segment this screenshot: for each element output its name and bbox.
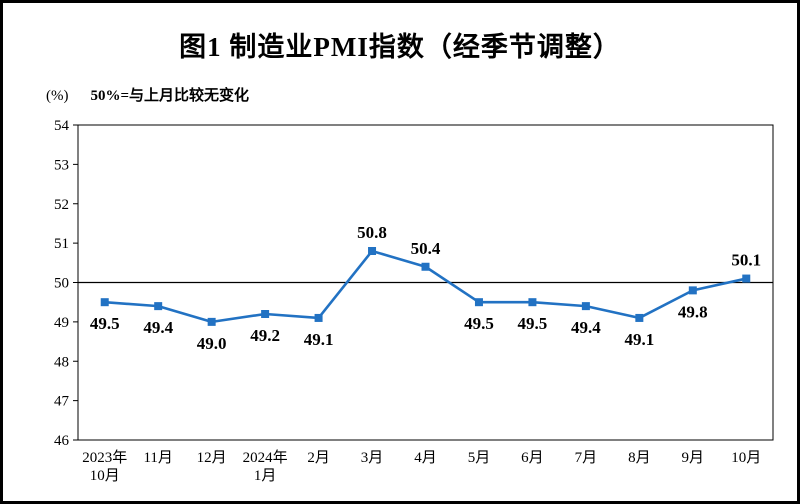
x-tick-label: 9月 <box>682 450 705 466</box>
y-axis-unit-label: (%) <box>46 88 69 104</box>
data-point-label: 49.4 <box>143 318 173 337</box>
data-point-marker <box>688 286 697 295</box>
chart-title: 图1 制造业PMI指数（经季节调整） <box>179 32 621 62</box>
x-tick-label: 2024年 1月 <box>243 449 288 484</box>
pmi-series-line <box>104 249 747 324</box>
data-point-marker <box>314 313 323 322</box>
y-tick-label: 52 <box>54 197 69 213</box>
pmi-line-chart: 46 47 48 49 50 51 52 53 54 2023年 10月 11月 12月 2024年 1月 2… <box>54 118 774 484</box>
x-tick-label: 2023年 10月 <box>82 449 127 484</box>
data-point-label: 49.8 <box>678 302 708 321</box>
x-tick-label: 7月 <box>575 450 598 466</box>
x-tick-label: 4月 <box>414 450 437 466</box>
data-point-marker <box>742 274 751 283</box>
x-tick-label: 5月 <box>468 450 491 466</box>
data-point-label: 49.1 <box>624 330 654 349</box>
y-tick-label: 51 <box>54 236 69 252</box>
data-point-label: 50.4 <box>411 239 441 258</box>
data-point-marker <box>100 298 109 307</box>
data-point-marker <box>261 310 270 318</box>
x-tick-label: 11月 <box>143 450 172 466</box>
data-point-marker <box>154 302 163 311</box>
chart-note: 50%=与上月比较无变化 <box>90 88 250 104</box>
data-point-marker <box>207 317 216 326</box>
data-point-marker <box>421 262 430 271</box>
data-point-marker <box>581 302 590 311</box>
data-point-marker <box>368 247 377 255</box>
y-tick-label: 50 <box>54 276 69 292</box>
data-point-marker <box>528 298 537 307</box>
data-point-label: 49.5 <box>90 314 120 333</box>
y-tick-label: 46 <box>54 433 70 449</box>
y-tick-label: 48 <box>54 354 69 370</box>
data-point-marker <box>474 298 483 307</box>
data-point-label: 49.5 <box>464 314 494 333</box>
y-tick-label: 49 <box>54 315 69 331</box>
x-tick-label: 3月 <box>361 450 384 466</box>
data-point-label: 49.2 <box>250 326 280 345</box>
data-point-label: 49.4 <box>571 318 601 337</box>
data-point-label: 50.1 <box>731 251 761 270</box>
data-point-label: 49.0 <box>197 334 227 353</box>
chart-subtitle-row: (%) 50%=与上月比较无变化 <box>46 84 797 106</box>
data-point-marker <box>635 313 644 322</box>
x-tick-label: 8月 <box>628 450 651 466</box>
y-tick-label: 53 <box>54 157 69 173</box>
data-point-label: 49.1 <box>304 330 334 349</box>
data-point-label: 49.5 <box>518 314 548 333</box>
x-tick-label: 10月 <box>731 450 761 466</box>
y-tick-label: 47 <box>54 394 70 410</box>
y-tick-label: 54 <box>54 118 70 134</box>
x-tick-label: 6月 <box>521 450 544 466</box>
x-tick-label: 2月 <box>307 450 330 466</box>
x-tick-label: 12月 <box>197 450 227 466</box>
data-point-label: 50.8 <box>357 223 387 242</box>
